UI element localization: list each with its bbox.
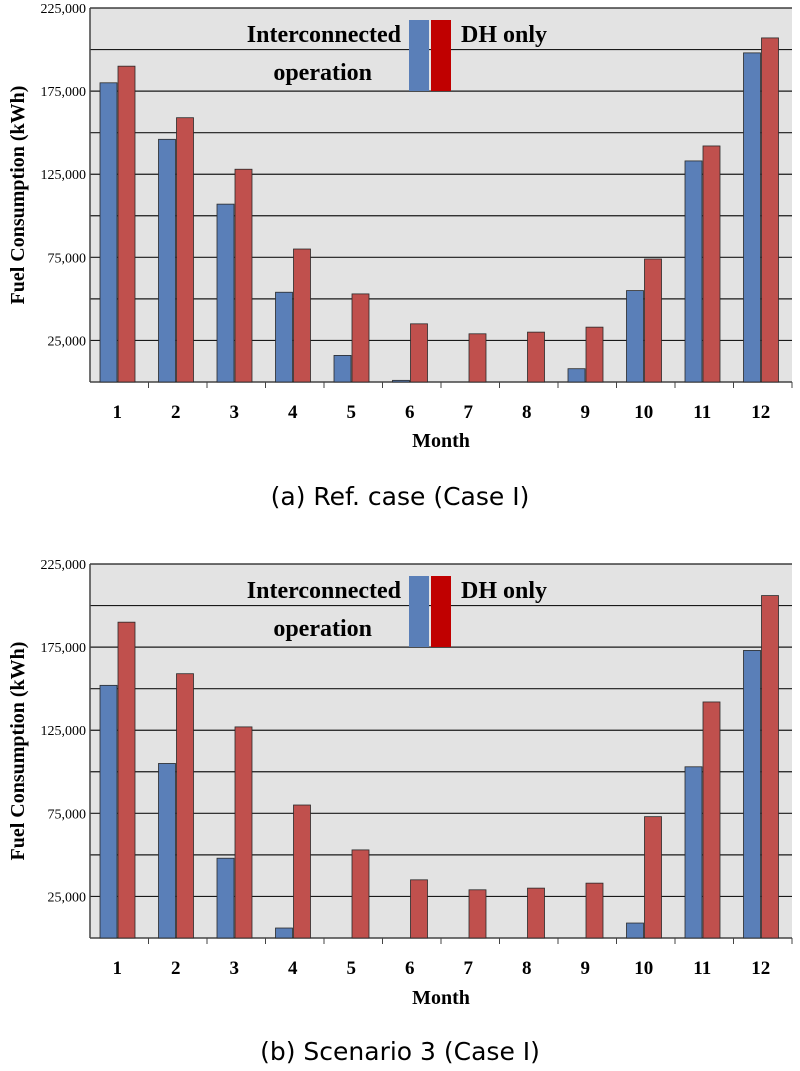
bar-dh-only	[702, 701, 721, 939]
x-tick-label: 7	[464, 958, 474, 979]
y-tick-label: 25,000	[48, 890, 87, 905]
legend-swatch-dh-only	[431, 20, 451, 91]
bar-dh-only	[585, 882, 604, 939]
y-tick-label: 225,000	[41, 2, 87, 17]
bar-dh-only	[410, 879, 428, 939]
legend-swatch-dh-only	[431, 576, 451, 647]
bar-interconnected	[684, 160, 703, 383]
y-tick-label: 75,000	[48, 251, 87, 266]
x-tick-label: 4	[288, 402, 298, 423]
x-tick-label: 10	[634, 402, 653, 423]
bar-dh-only	[234, 168, 253, 383]
bar-dh-only	[293, 804, 311, 939]
bar-dh-only	[351, 293, 370, 383]
bar-dh-only	[702, 145, 721, 383]
x-tick-label: 9	[581, 958, 591, 979]
bar-dh-only	[644, 816, 662, 939]
x-tick-label: 6	[405, 402, 415, 423]
bar-interconnected	[392, 379, 410, 383]
x-tick-label: 1	[113, 402, 123, 423]
x-tick-label: 8	[522, 958, 532, 979]
x-tick-label: 2	[171, 958, 181, 979]
bar-dh-only	[293, 248, 311, 383]
bar-dh-only	[117, 621, 136, 939]
y-tick-label: 75,000	[48, 807, 87, 822]
legend-swatch-interconnected	[409, 576, 429, 647]
bar-interconnected	[275, 927, 293, 939]
bar-interconnected	[99, 82, 118, 383]
bar-dh-only	[527, 887, 545, 939]
x-tick-label: 4	[288, 958, 298, 979]
x-tick-label: 6	[405, 958, 415, 979]
bar-interconnected	[158, 763, 176, 939]
bar-dh-only	[351, 849, 370, 939]
x-tick-label: 5	[347, 402, 357, 423]
x-tick-label: 5	[347, 958, 357, 979]
bar-interconnected	[158, 138, 176, 383]
x-tick-label: 12	[751, 402, 770, 423]
y-tick-label: 175,000	[41, 641, 87, 656]
x-axis-title: Month	[412, 987, 470, 1009]
bar-dh-only	[761, 37, 779, 383]
y-axis-title: Fuel Consumption (kWh)	[7, 642, 29, 861]
bar-dh-only	[468, 333, 487, 383]
bar-interconnected	[743, 650, 761, 939]
legend-label-dh-only: DH only	[461, 22, 547, 48]
bar-dh-only	[644, 258, 662, 383]
legend-label-dh-only: DH only	[461, 578, 547, 604]
bar-dh-only	[761, 595, 779, 939]
legend-label-operation: operation	[273, 60, 372, 86]
bar-interconnected	[684, 766, 703, 939]
bar-dh-only	[117, 65, 136, 383]
bar-interconnected	[567, 368, 586, 383]
x-tick-label: 11	[693, 402, 711, 423]
bar-interconnected	[333, 355, 352, 383]
x-tick-label: 12	[751, 958, 770, 979]
x-tick-label: 2	[171, 402, 181, 423]
x-tick-label: 10	[634, 958, 653, 979]
y-axis-title: Fuel Consumption (kWh)	[7, 86, 29, 305]
bar-interconnected	[216, 203, 235, 383]
y-tick-label: 125,000	[41, 724, 87, 739]
figure-caption: (b) Scenario 3 (Case I)	[260, 1037, 540, 1066]
x-tick-label: 3	[230, 402, 240, 423]
bar-interconnected	[99, 684, 118, 939]
bar-interconnected	[743, 52, 761, 383]
x-tick-label: 8	[522, 402, 532, 423]
y-tick-label: 25,000	[48, 334, 87, 349]
legend-label-operation: operation	[273, 616, 372, 642]
bar-dh-only	[234, 726, 253, 939]
legend-label-interconnected: Interconnected	[247, 22, 402, 48]
legend-label-interconnected: Interconnected	[247, 578, 402, 604]
y-tick-label: 225,000	[41, 558, 87, 573]
bar-interconnected	[626, 922, 644, 939]
bar-dh-only	[176, 117, 194, 383]
bar-interconnected	[216, 857, 235, 939]
bar-dh-only	[527, 331, 545, 383]
x-tick-label: 1	[113, 958, 123, 979]
y-tick-label: 125,000	[41, 168, 87, 183]
x-tick-label: 11	[693, 958, 711, 979]
bar-interconnected	[275, 291, 293, 383]
bar-dh-only	[585, 326, 604, 383]
x-tick-label: 3	[230, 958, 240, 979]
bar-dh-only	[410, 323, 428, 383]
y-tick-label: 175,000	[41, 85, 87, 100]
x-tick-label: 7	[464, 402, 474, 423]
bar-interconnected	[626, 290, 644, 383]
legend-swatch-interconnected	[409, 20, 429, 91]
bar-dh-only	[468, 889, 487, 939]
x-tick-label: 9	[581, 402, 591, 423]
bar-dh-only	[176, 673, 194, 939]
x-axis-title: Month	[412, 430, 470, 452]
figure-caption: (a) Ref. case (Case I)	[271, 482, 530, 511]
